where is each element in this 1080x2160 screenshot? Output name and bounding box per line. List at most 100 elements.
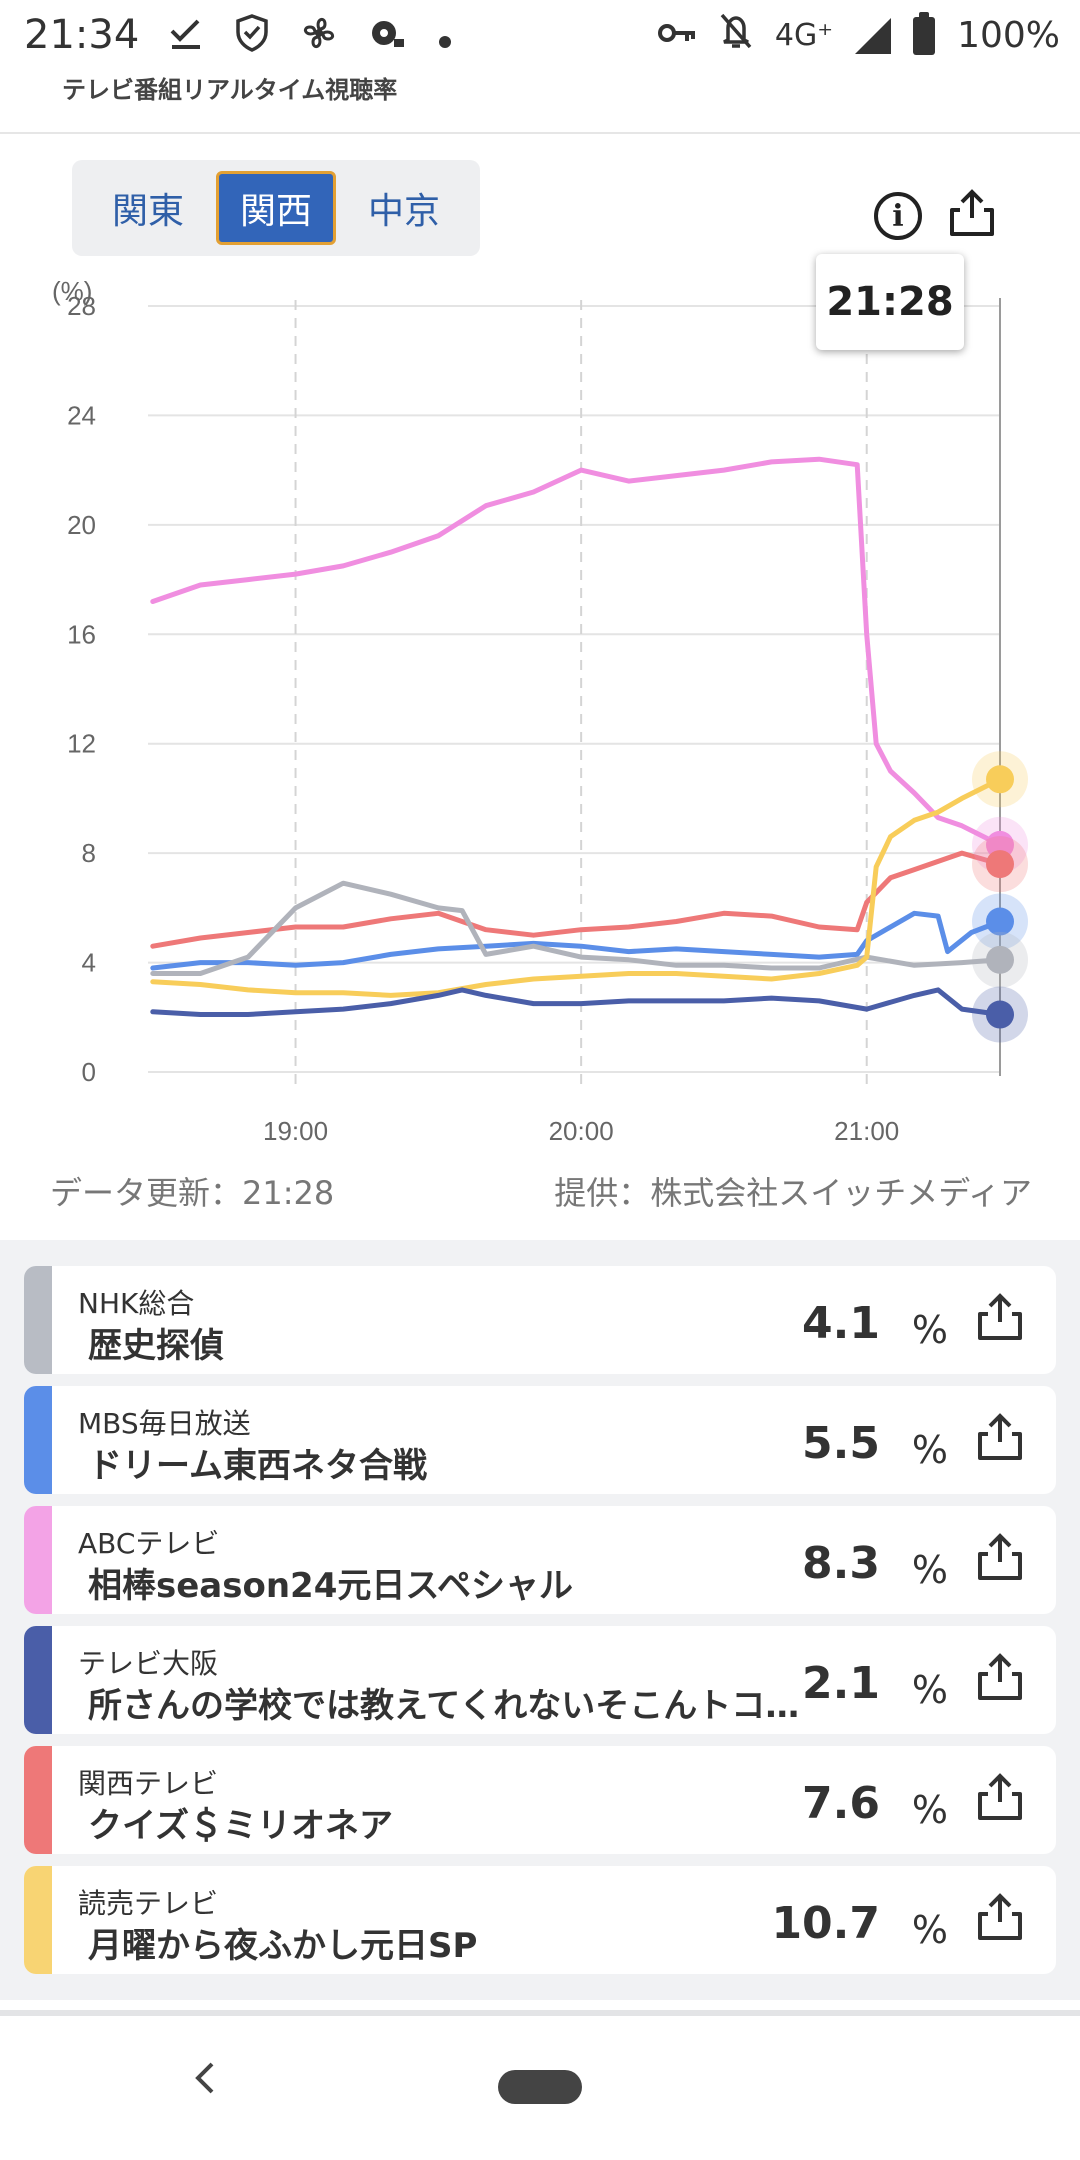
channel-color-stripe <box>24 1626 52 1734</box>
fan-icon <box>300 14 338 61</box>
channel-card[interactable]: NHK総合歴史探偵 4.1% <box>24 1266 1056 1374</box>
rating-value: 7.6 <box>802 1778 880 1829</box>
share-icon <box>978 1653 1022 1700</box>
status-bar: 21:34 4G⁺ 100% <box>0 0 1080 72</box>
share-icon <box>978 1773 1022 1820</box>
rating-unit: % <box>911 1668 948 1712</box>
data-provider: 提供：株式会社スイッチメディア <box>554 1174 1032 1212</box>
data-updated: データ更新：21:28 <box>50 1174 335 1212</box>
home-pill-icon[interactable] <box>498 2070 582 2104</box>
series-line <box>150 910 1003 971</box>
signal-icon <box>855 17 892 54</box>
share-button[interactable] <box>974 1532 1026 1584</box>
series-marker <box>986 907 1014 936</box>
program-title: 相棒season24元日スペシャル <box>88 1566 573 1606</box>
share-button[interactable] <box>974 1412 1026 1464</box>
info-button[interactable]: i <box>870 188 926 244</box>
status-right-icons: 4G⁺ 100% <box>657 11 1060 59</box>
y-axis-unit: (%) <box>52 276 92 306</box>
rating-unit: % <box>911 1428 948 1472</box>
channel-card[interactable]: 読売テレビ月曜から夜ふかし元日SP 10.7% <box>24 1866 1056 1974</box>
check-download-icon <box>168 15 204 60</box>
station-name: 読売テレビ <box>78 1887 219 1920</box>
tab-kansai[interactable]: 関西 <box>216 171 336 245</box>
y-tick-label: 0 <box>82 1057 96 1087</box>
station-name: テレビ大阪 <box>78 1647 219 1680</box>
y-tick-label: 4 <box>82 948 96 978</box>
program-title: 歴史探偵 <box>88 1326 224 1366</box>
tab-chukyo[interactable]: 中京 <box>367 191 440 232</box>
rating-value: 10.7 <box>771 1898 880 1949</box>
share-button[interactable] <box>974 1772 1026 1824</box>
station-name: MBS毎日放送 <box>78 1407 251 1440</box>
dot-icon <box>438 17 452 58</box>
share-icon <box>978 1893 1022 1940</box>
series-line <box>150 850 1003 949</box>
x-tick-label: 21:00 <box>834 1116 899 1146</box>
chart-meta: データ更新：21:28 提供：株式会社スイッチメディア <box>0 1168 1080 1220</box>
series-line <box>150 776 1003 998</box>
back-icon[interactable] <box>190 2058 220 2109</box>
chart-tooltip: 21:28 <box>816 254 964 350</box>
rating-unit: % <box>911 1548 948 1592</box>
bell-off-icon <box>719 12 753 59</box>
rating-unit: % <box>911 1308 948 1352</box>
x-tick-label: 19:00 <box>263 1116 328 1146</box>
x-tick-label: 20:00 <box>549 1116 614 1146</box>
bottom-divider <box>0 2010 1080 2016</box>
series-marker <box>986 830 1014 859</box>
channel-card[interactable]: ABCテレビ相棒season24元日スペシャル 8.3% <box>24 1506 1056 1614</box>
channel-list: NHK総合 歴史探偵 4.1% MBS毎日放送 ドリーム東西ネタ合戦 5.5% ABCテレビ… <box>0 1240 1080 2000</box>
rating-value: 5.5 <box>802 1418 880 1469</box>
record-icon <box>368 15 408 60</box>
series-line <box>150 987 1003 1017</box>
series-marker <box>986 765 1014 794</box>
header-divider <box>0 132 1080 134</box>
share-icon <box>978 1413 1022 1460</box>
y-tick-label: 12 <box>67 729 96 759</box>
share-chart-button[interactable] <box>944 186 1000 242</box>
program-title: 月曜から夜ふかし元日SP <box>88 1926 478 1966</box>
program-title: クイズ＄ミリオネア <box>88 1806 393 1846</box>
share-icon <box>950 189 994 236</box>
y-tick-label: 28 <box>67 291 96 321</box>
region-segmented-control: 関東 関西 中京 <box>72 160 480 256</box>
station-name: ABCテレビ <box>78 1527 220 1560</box>
channel-color-stripe <box>24 1866 52 1974</box>
tab-kanto[interactable]: 関東 <box>111 191 184 232</box>
battery-icon <box>913 11 936 55</box>
y-tick-label: 20 <box>67 510 96 540</box>
series-marker <box>986 850 1014 879</box>
ratings-chart[interactable]: (%) 0 4 8 12 16 20 24 28 19:00 20:00 21:00 <box>0 270 1080 1150</box>
share-icon <box>978 1533 1022 1580</box>
channel-color-stripe <box>24 1506 52 1614</box>
station-name: 関西テレビ <box>78 1767 219 1800</box>
rating-value: 8.3 <box>802 1538 880 1589</box>
network-type: 4G⁺ <box>774 18 834 53</box>
series-line <box>150 456 1003 848</box>
info-icon: i <box>874 192 922 240</box>
share-button[interactable] <box>974 1892 1026 1944</box>
share-button[interactable] <box>974 1292 1026 1344</box>
channel-card[interactable]: MBS毎日放送ドリーム東西ネタ合戦 5.5% <box>24 1386 1056 1494</box>
share-icon <box>978 1293 1022 1340</box>
share-button[interactable] <box>974 1652 1026 1704</box>
series-marker <box>986 1000 1014 1029</box>
channel-color-stripe <box>24 1386 52 1494</box>
rating-value: 4.1 <box>802 1298 880 1349</box>
key-icon <box>657 15 697 56</box>
channel-color-stripe <box>24 1746 52 1854</box>
program-title: ドリーム東西ネタ合戦 <box>88 1446 427 1486</box>
channel-card[interactable]: テレビ大阪所さんの学校では教えてくれないそこんトコロ！ 2.1% <box>24 1626 1056 1734</box>
rating-unit: % <box>911 1788 948 1832</box>
system-nav-bar <box>0 2016 1080 2160</box>
rating-unit: % <box>911 1908 948 1952</box>
rating-value: 2.1 <box>802 1658 880 1709</box>
station-name: NHK総合 <box>78 1287 195 1320</box>
y-tick-label: 8 <box>82 838 96 868</box>
battery-percent: 100% <box>957 15 1060 56</box>
series-line <box>150 880 1003 976</box>
y-tick-label: 24 <box>67 400 96 430</box>
program-title: 所さんの学校では教えてくれないそこんトコロ！ <box>88 1686 828 1726</box>
channel-card[interactable]: 関西テレビクイズ＄ミリオネア 7.6% <box>24 1746 1056 1854</box>
